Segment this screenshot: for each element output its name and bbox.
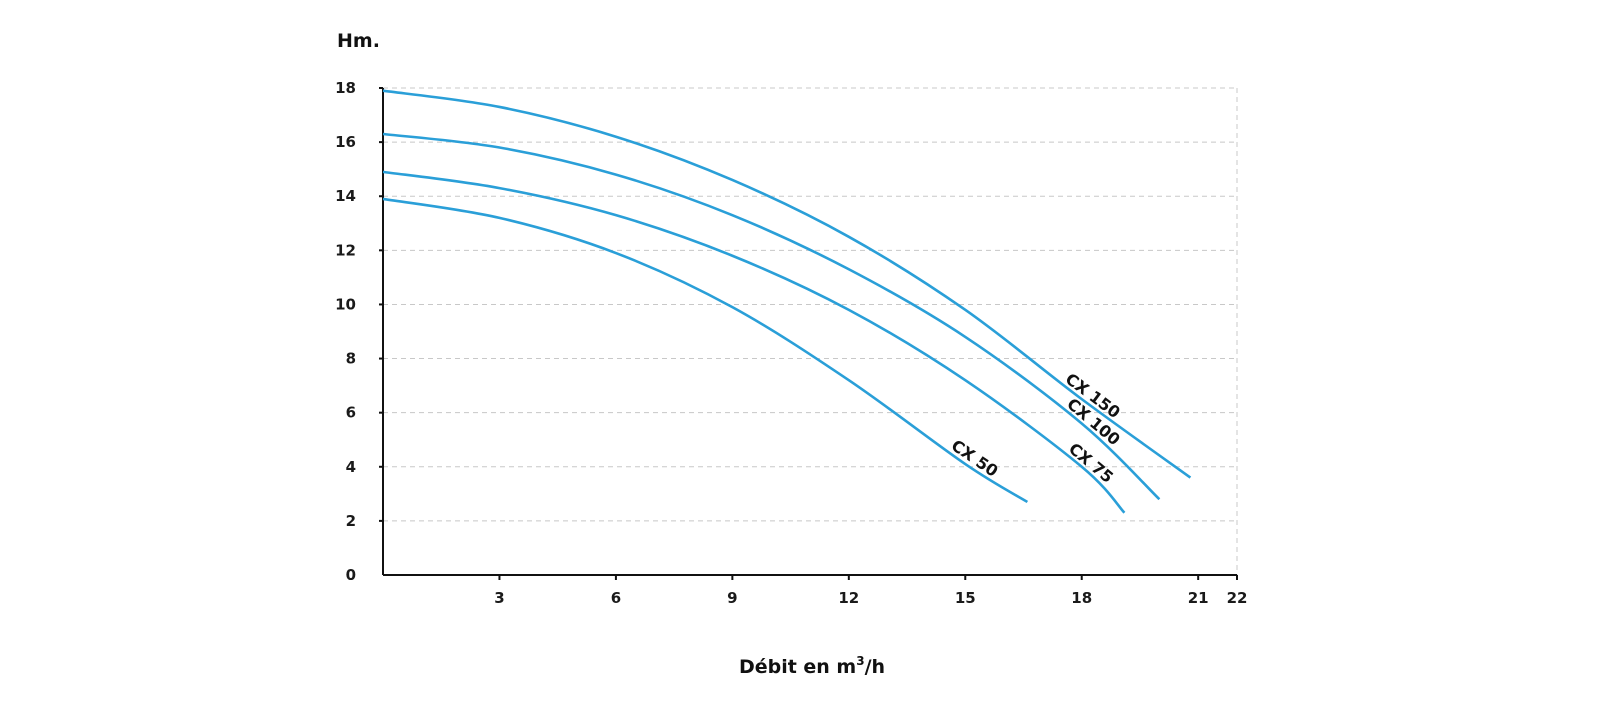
x-axis-title-superscript: 3 <box>856 654 864 668</box>
y-tick-label: 16 <box>335 133 356 151</box>
x-axis-title-unit: /h <box>865 656 885 678</box>
y-tick-label: 14 <box>335 187 356 205</box>
x-tick-label: 6 <box>611 589 621 607</box>
x-tick-label: 12 <box>838 589 859 607</box>
y-tick-label: 6 <box>346 404 356 422</box>
y-tick-label: 10 <box>335 295 356 313</box>
y-tick-labels: 0 2 4 6 8 10 12 14 16 18 <box>335 79 383 584</box>
y-axis-title: Hm. <box>337 30 380 52</box>
x-tick-label: 15 <box>955 589 976 607</box>
x-axis-title-text: Débit en m <box>739 656 856 678</box>
curve-cx-75 <box>382 170 1126 514</box>
x-tick-label: 18 <box>1071 589 1092 607</box>
axes <box>382 88 1237 576</box>
y-tick-label: 0 <box>346 566 356 584</box>
x-tick-labels: 3 6 9 12 15 18 21 22 <box>494 575 1247 607</box>
curve-cx-50 <box>382 197 1029 504</box>
y-tick-label: 2 <box>346 512 356 530</box>
x-tick-label: 9 <box>727 589 737 607</box>
y-tick-label: 18 <box>335 79 356 97</box>
pump-curves <box>382 89 1192 514</box>
curve-cx-150 <box>382 89 1192 479</box>
y-tick-label: 8 <box>346 350 356 368</box>
y-tick-label: 12 <box>335 241 356 259</box>
curve-cx-100 <box>382 132 1161 501</box>
grid-lines <box>383 87 1238 575</box>
y-tick-label: 4 <box>346 458 356 476</box>
x-axis-title: Débit en m3/h <box>739 654 885 678</box>
x-tick-label: 22 <box>1227 589 1248 607</box>
x-tick-label: 21 <box>1188 589 1209 607</box>
x-tick-label: 3 <box>494 589 504 607</box>
